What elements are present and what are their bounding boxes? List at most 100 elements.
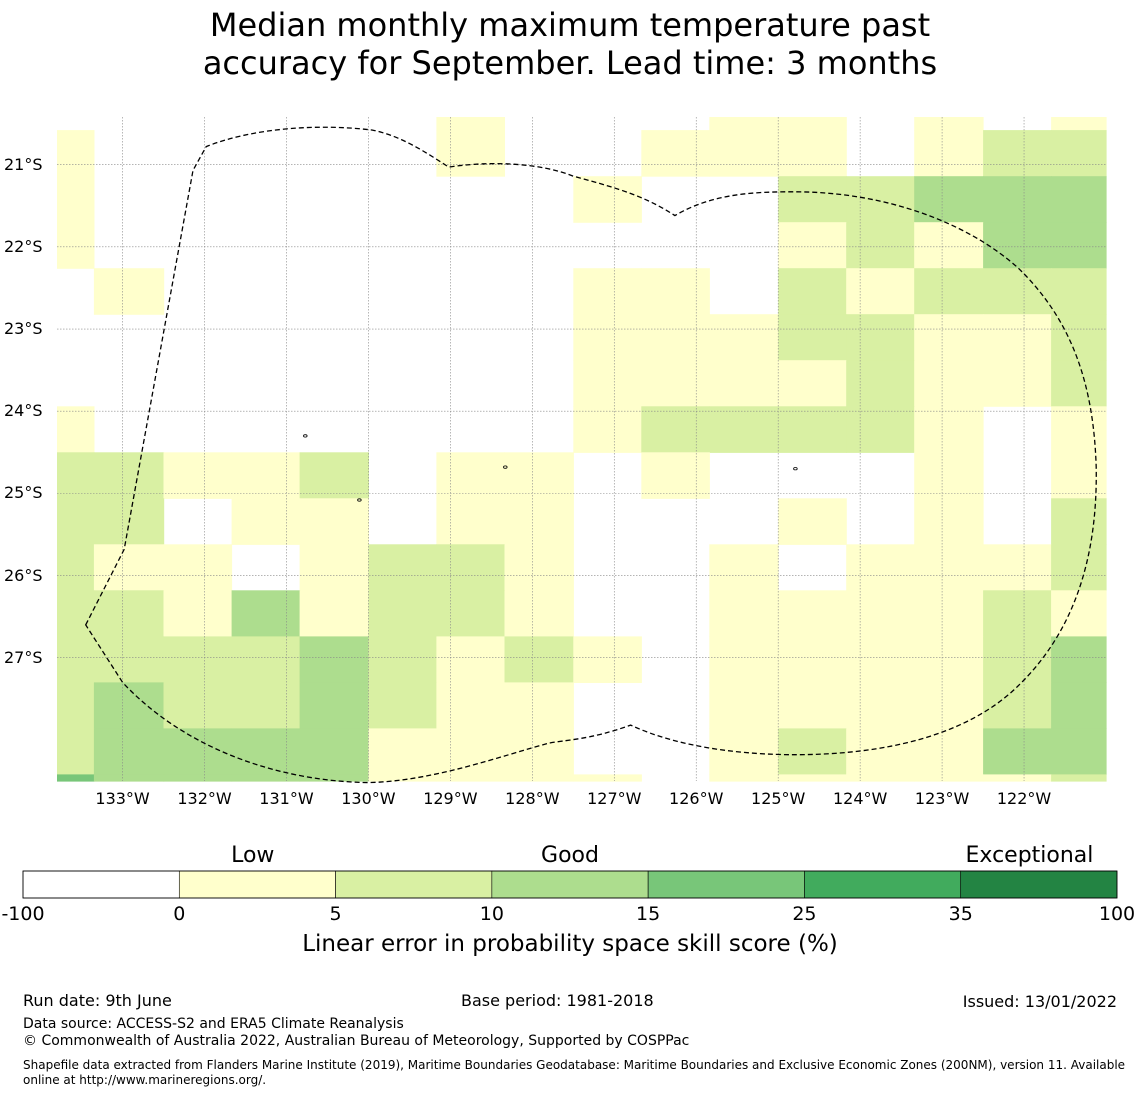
island-marker (303, 434, 308, 438)
skill-cell (1051, 544, 1107, 591)
longitude-label: 126°W (669, 789, 724, 808)
skill-cell (368, 544, 437, 591)
skill-cell (709, 636, 779, 683)
colorbar-bin (960, 870, 1118, 899)
colorbar-tick: 10 (479, 903, 504, 925)
skill-cell (709, 406, 779, 453)
skill-cell (1051, 452, 1107, 499)
colorbar-bin (647, 870, 805, 899)
skill-cell (1051, 222, 1107, 269)
skill-cell (778, 728, 847, 775)
island-marker (793, 467, 798, 471)
skill-cell (93, 452, 165, 499)
skill-cell (57, 774, 95, 782)
skill-cell (299, 452, 369, 499)
skill-cell (93, 636, 165, 683)
skill-cell (57, 498, 95, 545)
colorbar-frame (22, 870, 1118, 899)
skill-cell (709, 314, 779, 361)
skill-cell (93, 590, 165, 637)
issued-date: Issued: 13/01/2022 (962, 992, 1117, 1011)
skill-cell (231, 728, 301, 775)
skill-cell (436, 544, 505, 591)
skill-cell (163, 452, 233, 499)
skill-cell (983, 176, 1052, 223)
skill-cell (57, 590, 95, 637)
colorbar-category: Low (231, 843, 275, 868)
skill-cell (983, 222, 1052, 269)
longitude-label: 133°W (95, 789, 150, 808)
skill-cell (573, 176, 642, 223)
skill-cell (983, 774, 1052, 782)
graticule (57, 117, 1106, 781)
skill-cell (641, 130, 710, 177)
skill-cell (436, 498, 505, 545)
longitude-label: 132°W (177, 789, 232, 808)
latitude-label: 24°S (4, 401, 43, 421)
skill-cell (573, 268, 642, 315)
skill-cell (641, 360, 710, 407)
longitude-label: 128°W (505, 789, 560, 808)
skill-cell (368, 590, 437, 637)
skill-cell (1051, 590, 1107, 637)
skill-cell (163, 728, 233, 775)
skill-cell (914, 728, 984, 775)
skill-cell (914, 222, 984, 269)
colorbar (22, 870, 1118, 899)
skill-cell (504, 636, 574, 683)
latitude-label: 27°S (4, 647, 43, 667)
skill-cell (914, 590, 984, 637)
skill-cell (778, 682, 847, 729)
skill-cell (914, 774, 984, 782)
skill-cell (1051, 117, 1107, 131)
skill-cell (778, 406, 847, 453)
skill-cell (709, 682, 779, 729)
skill-cell (709, 130, 779, 177)
skill-cell (231, 636, 301, 683)
skill-cell (93, 774, 165, 782)
skill-cell (368, 636, 437, 683)
skill-cell (231, 774, 301, 782)
skill-cell (983, 636, 1052, 683)
skill-cell (436, 117, 505, 131)
eez-boundary (84, 126, 1097, 784)
skill-cell (709, 544, 779, 591)
skill-cell (778, 774, 847, 782)
skill-cell (1051, 406, 1107, 453)
latitude-label: 26°S (4, 565, 43, 585)
colorbar-bin (178, 870, 336, 899)
colorbar-bin (804, 870, 962, 899)
skill-cell (231, 498, 301, 545)
colorbar-tick: 35 (948, 903, 973, 925)
skill-cell (914, 498, 984, 545)
skill-cell (163, 590, 233, 637)
skill-cell (846, 360, 915, 407)
skill-cell (573, 406, 642, 453)
skill-cell (914, 544, 984, 591)
skill-cell (914, 176, 984, 223)
skill-cell (504, 590, 574, 637)
skill-cell (504, 728, 574, 775)
run-date: Run date: 9th June (23, 991, 172, 1010)
skill-cell (231, 452, 301, 499)
skill-cell (778, 314, 847, 361)
colorbar-tick: 0 (173, 903, 186, 925)
skill-cell (1051, 498, 1107, 545)
skill-cell (846, 636, 915, 683)
longitude-label: 131°W (259, 789, 314, 808)
colorbar-bin (22, 870, 180, 899)
skill-cell (57, 176, 95, 223)
skill-cell (93, 682, 165, 729)
longitude-label: 124°W (832, 789, 888, 808)
skill-cell (914, 452, 984, 499)
skill-cell (778, 176, 847, 223)
skill-cell (368, 728, 437, 775)
skill-cell (983, 728, 1052, 775)
skill-cell (57, 682, 95, 729)
skill-cell (573, 774, 642, 782)
skill-cell (778, 498, 847, 545)
skill-cell (778, 130, 847, 177)
skill-cell (914, 636, 984, 683)
longitude-label: 127°W (587, 789, 642, 808)
longitude-label: 129°W (423, 789, 478, 808)
